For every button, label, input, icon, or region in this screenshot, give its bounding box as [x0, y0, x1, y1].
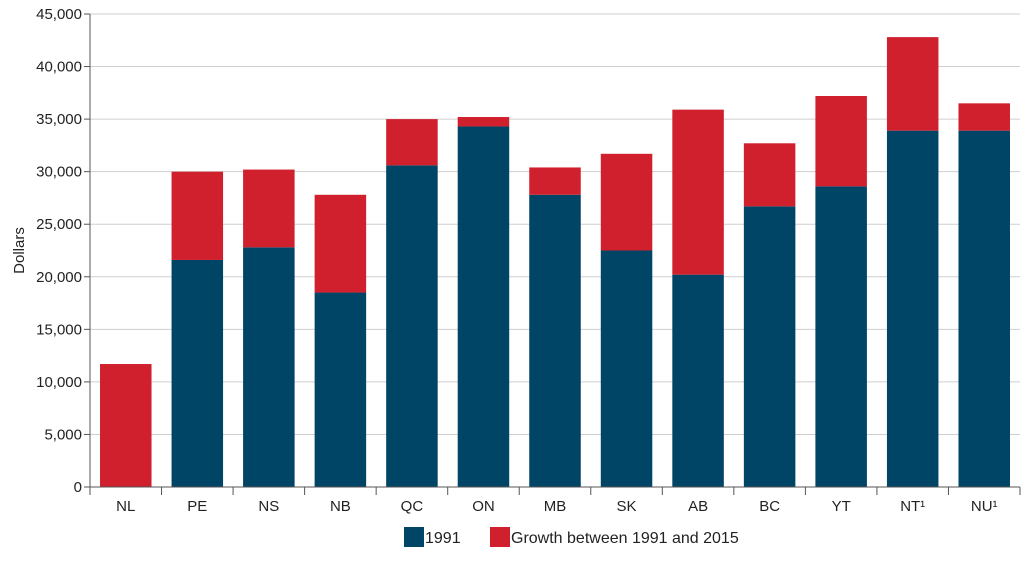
x-tick-label: NT¹ [900, 498, 925, 515]
bar-growth-BC [743, 143, 796, 207]
y-tick-label: 20,000 [36, 269, 82, 286]
bar-growth-AB [672, 109, 724, 275]
bar-1991-NT [886, 130, 939, 487]
bar-growth-ON [457, 117, 510, 127]
y-tick-label: 5,000 [44, 426, 82, 443]
bar-1991-YT [815, 186, 867, 488]
bar-growth-NL [100, 364, 152, 487]
x-tick-label: ON [472, 498, 495, 515]
bars [100, 37, 1010, 488]
bar-growth-NU [958, 103, 1010, 131]
y-tick-label: 30,000 [36, 164, 82, 181]
y-tick-label: 10,000 [36, 374, 82, 391]
legend-label: Growth between 1991 and 2015 [511, 530, 739, 547]
x-tick-label: NS [258, 498, 279, 515]
bar-1991-NB [314, 292, 367, 487]
bar-growth-YT [815, 95, 867, 187]
bar-1991-MB [529, 194, 581, 487]
bar-1991-NU [958, 130, 1010, 487]
bar-growth-NS [243, 169, 295, 248]
x-axis-ticks: NL PE NS NB QC ON MB SK AB BC YT NT¹ NU¹ [89, 487, 1021, 515]
y-tick-label: 40,000 [36, 59, 82, 76]
y-axis-title: Dollars [11, 227, 28, 274]
y-tick-label: 0 [74, 479, 82, 496]
y-tick-label: 45,000 [36, 6, 82, 23]
bar-1991-QC [386, 165, 438, 488]
x-tick-label: NB [330, 498, 351, 515]
bar-1991-ON [457, 126, 510, 488]
bar-growth-QC [386, 119, 438, 166]
x-tick-label: BC [759, 498, 780, 515]
y-tick-label: 35,000 [36, 111, 82, 128]
x-tick-label: SK [617, 498, 637, 515]
bar-growth-PE [171, 171, 224, 260]
legend-label: 1991 [425, 530, 461, 547]
x-tick-label: QC [401, 498, 424, 515]
x-tick-label: MB [544, 498, 567, 515]
bar-1991-PE [171, 259, 224, 487]
x-tick-label: NL [116, 498, 135, 515]
x-tick-label: NU¹ [971, 498, 998, 515]
x-tick-label: PE [187, 498, 207, 515]
bar-1991-BC [743, 206, 796, 487]
axes [89, 14, 1020, 488]
legend-swatch [404, 527, 424, 547]
bar-1991-AB [672, 274, 724, 487]
bar-growth-SK [600, 153, 653, 251]
bar-1991-SK [600, 250, 653, 487]
legend-swatch [490, 527, 510, 547]
bar-growth-NT [886, 37, 939, 131]
y-axis-ticks: 0 5,000 10,000 15,000 20,000 25,000 30,000 35,0… [36, 6, 90, 496]
legend: 1991 Growth between 1991 and 2015 [404, 527, 739, 547]
y-tick-label: 15,000 [36, 321, 82, 338]
x-tick-label: YT [832, 498, 851, 515]
x-tick-label: AB [688, 498, 708, 515]
bar-1991-NS [243, 247, 295, 487]
bar-growth-MB [529, 167, 581, 195]
bar-growth-NB [314, 194, 367, 293]
y-tick-label: 25,000 [36, 216, 82, 233]
